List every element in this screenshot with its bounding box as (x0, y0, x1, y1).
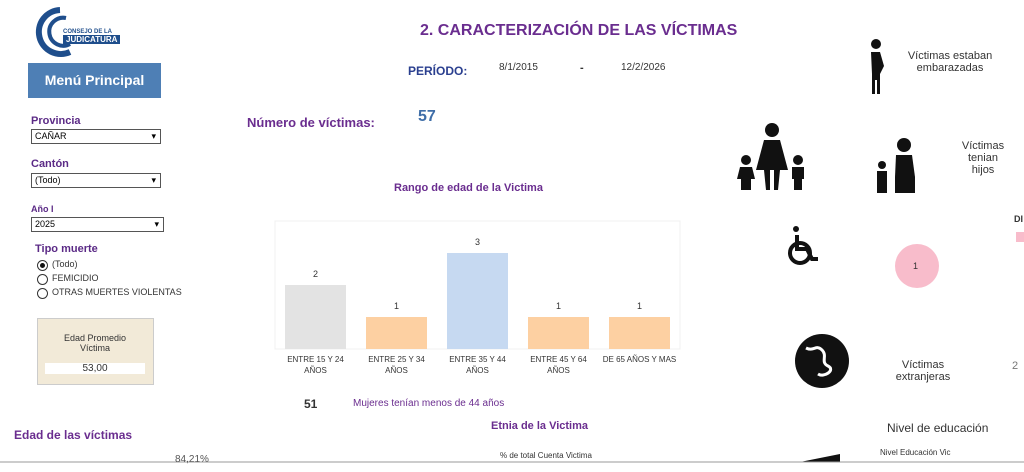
icon-globe-land (805, 346, 833, 377)
bar (366, 317, 427, 349)
indicator-value: 1 (913, 261, 919, 271)
icon-pregnant (871, 39, 884, 94)
dropdown[interactable]: CAÑAR (31, 129, 161, 144)
indicator-label: Víctimas tenian hijos (961, 140, 1005, 176)
count-label: Número de víctimas: (247, 115, 375, 130)
radio-button[interactable] (37, 288, 48, 299)
filter-label: Cantón (31, 158, 69, 170)
stat-value: 51 (304, 397, 318, 411)
icon-globe (795, 334, 849, 388)
indicator-label: Víctimas extranjeras (895, 359, 951, 383)
page-title: 2. CARACTERIZACIÓN DE LAS VÍCTIMAS (420, 22, 738, 39)
axis-title: Nivel Educación Vic (880, 448, 951, 457)
icon-family (737, 123, 804, 190)
x-tick-label: ENTRE 45 Y 64 AÑOS (530, 355, 587, 375)
radio-button[interactable] (37, 274, 48, 285)
period-label: PERÍODO: (408, 64, 468, 78)
filter-label: Provincia (31, 115, 81, 127)
x-tick-label: ENTRE 15 Y 24 AÑOS (287, 355, 344, 375)
icon-wheelchair-head (793, 226, 799, 232)
period-from: 8/1/2015 (499, 62, 538, 73)
chart-title: Rango de edad de la Victima (394, 182, 543, 194)
axis-title: % de total Cuenta Victima (500, 451, 592, 460)
data-label: 1 (394, 301, 399, 311)
data-label: 1 (637, 301, 642, 311)
kpi-label: Edad Promedio Víctima (63, 333, 127, 353)
menu-button[interactable]: Menú Principal (28, 63, 161, 98)
data-label: 1 (556, 301, 561, 311)
logo-mark (47, 15, 71, 48)
data-label: 2 (313, 269, 318, 279)
period-to: 12/2/2026 (621, 62, 666, 73)
period-sep: - (580, 62, 584, 74)
icon-cut (800, 454, 840, 462)
radio-dot (40, 263, 45, 268)
logo-mark (35, 7, 72, 57)
bar (447, 253, 508, 349)
bar (609, 317, 670, 349)
count-value: 57 (418, 108, 436, 125)
section-title: Etnia de la Victima (491, 420, 589, 432)
filter-label: Año I (31, 204, 54, 214)
x-tick-label: ENTRE 35 Y 44 AÑOS (449, 355, 506, 375)
radio-label: OTRAS MUERTES VIOLENTAS (52, 287, 182, 297)
logo-text: CONSEJO DE LA (63, 29, 113, 35)
cut-label: DI (1014, 214, 1023, 224)
bubble (895, 244, 939, 288)
logo-text: JUDICATURA (63, 35, 121, 44)
icon-wheelchair (788, 235, 818, 265)
dropdown[interactable]: 2025 (31, 217, 164, 232)
stat-label: Mujeres tenían menos de 44 años (353, 398, 505, 409)
dropdown[interactable]: (Todo) (31, 173, 161, 188)
legend-swatch (1016, 232, 1024, 242)
filter-label: Tipo muerte (35, 243, 98, 255)
section-title: Edad de las víctimas (14, 428, 133, 442)
section-title: Nivel de educación (887, 421, 989, 435)
icon-mother-child (877, 138, 915, 193)
bar (528, 317, 589, 349)
radio-label: (Todo) (52, 259, 78, 269)
indicator-value: 2 (1012, 360, 1019, 372)
x-tick-label: DE 65 AÑOS Y MAS (602, 355, 677, 364)
bar (285, 285, 346, 349)
x-tick-label: ENTRE 25 Y 34 AÑOS (368, 355, 425, 375)
indicator-label: Víctimas estaban embarazadas (907, 50, 993, 74)
kpi-value: 53,00 (45, 363, 145, 374)
percent-label: 84,21% (175, 454, 209, 465)
radio-button[interactable] (37, 260, 48, 271)
data-label: 3 (475, 237, 480, 247)
radio-label: FEMICIDIO (52, 273, 99, 283)
